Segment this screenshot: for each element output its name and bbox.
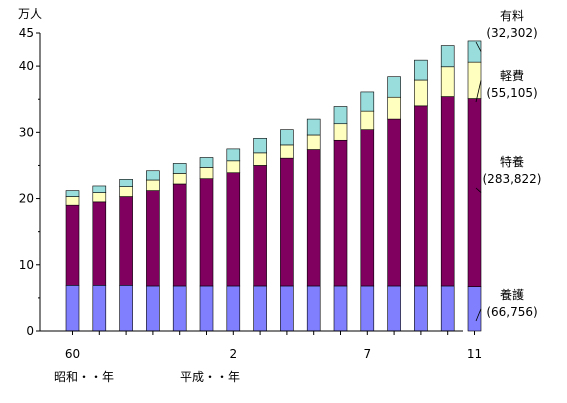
bar-segment <box>226 160 241 174</box>
bar-segment <box>119 285 133 332</box>
bar-segment <box>467 286 482 332</box>
bar-segment <box>226 148 241 162</box>
bar-segment <box>253 285 267 332</box>
bar-segment <box>467 40 482 63</box>
bar-segment <box>172 285 187 332</box>
y-tick-label: 40 <box>19 59 34 73</box>
bar-segment <box>253 137 267 154</box>
x-axis: 60 2 7 11 昭和・・年 平成・・年 <box>40 330 482 384</box>
bar-segment <box>146 285 160 332</box>
bar-segment <box>280 157 294 287</box>
leader-line <box>475 187 482 193</box>
bar-segment <box>414 59 428 81</box>
bar-segment <box>199 167 214 179</box>
y-tick-label: 10 <box>19 258 34 272</box>
bar-segment <box>333 285 348 332</box>
bar-segment <box>387 76 401 98</box>
bar-segment <box>199 178 214 287</box>
bar-segment <box>306 285 321 332</box>
bar-segment <box>92 185 107 193</box>
bar-segment <box>440 45 455 68</box>
bar-segment <box>226 172 241 287</box>
bar-segment <box>253 152 267 166</box>
annotations: 有料 (32,302) 軽費 (55,105) 特養 (283,822) 養護 (66,756… <box>475 9 542 322</box>
bar-segment <box>414 79 428 107</box>
bar-segment <box>306 134 321 150</box>
unit-label: 万人 <box>18 7 42 21</box>
bar-segment <box>199 157 214 168</box>
bar-segment <box>440 96 455 287</box>
annotation-value: (32,302) <box>486 26 537 40</box>
bar-segment <box>172 163 187 174</box>
leader-line <box>475 41 482 52</box>
bar-segment <box>253 165 267 287</box>
bar-segment <box>199 285 214 332</box>
bar-segment <box>440 285 455 332</box>
bar-segment <box>119 186 133 197</box>
annotation-value: (66,756) <box>486 305 537 319</box>
x-tick-label: 2 <box>229 347 237 361</box>
bar-segment <box>414 105 428 287</box>
bar-segment <box>65 285 80 332</box>
bar-segment <box>360 91 375 112</box>
y-tick-label: 45 <box>19 26 34 40</box>
bar-segment <box>333 106 348 125</box>
bars <box>65 40 482 332</box>
bar-segment <box>306 149 321 287</box>
bar-segment <box>387 285 401 332</box>
era-label-showa: 昭和・・年 <box>54 370 114 384</box>
bar-segment <box>92 285 107 332</box>
bar-segment <box>306 118 321 136</box>
bar-segment <box>146 170 160 181</box>
annotation-label: 特養 <box>500 154 524 169</box>
bar-segment <box>119 179 133 187</box>
bar-segment <box>333 123 348 141</box>
y-axis: 0 10 20 30 40 45 <box>19 26 41 338</box>
y-tick-label: 0 <box>26 324 34 338</box>
bar-segment <box>440 66 455 97</box>
bar-segment <box>65 204 80 286</box>
x-tick-label: 60 <box>65 347 80 361</box>
x-tick-label: 7 <box>363 347 371 361</box>
bar-segment <box>360 110 375 130</box>
bar-segment <box>280 285 294 332</box>
bar-segment <box>387 118 401 287</box>
annotation-label: 有料 <box>500 9 524 23</box>
bar-segment <box>467 98 482 287</box>
leader-line <box>475 80 482 103</box>
x-tick-label: 11 <box>467 347 482 361</box>
annotation-label: 養護 <box>500 287 524 302</box>
annotation-label: 軽費 <box>500 68 524 83</box>
annotation-value: (283,822) <box>483 172 542 186</box>
bar-segment <box>65 196 80 206</box>
bar-segment <box>414 285 428 332</box>
bar-segment <box>280 144 294 159</box>
bar-segment <box>146 179 160 191</box>
y-tick-label: 20 <box>19 192 34 206</box>
bar-segment <box>119 196 133 286</box>
bar-segment <box>172 173 187 185</box>
bar-segment <box>387 96 401 120</box>
bar-segment <box>146 190 160 287</box>
bar-segment <box>226 285 241 332</box>
bar-segment <box>92 192 107 203</box>
bar-segment <box>333 139 348 287</box>
era-label-heisei: 平成・・年 <box>180 370 240 384</box>
annotation-value: (55,105) <box>486 86 537 100</box>
bar-segment <box>280 129 294 146</box>
bar-segment <box>92 201 107 286</box>
bar-segment <box>360 285 375 332</box>
bar-segment <box>172 183 187 287</box>
bar-segment <box>360 129 375 287</box>
bar-segment <box>467 61 482 99</box>
bar-segment <box>65 190 80 197</box>
leader-line <box>475 308 482 322</box>
y-tick-label: 30 <box>19 125 34 139</box>
